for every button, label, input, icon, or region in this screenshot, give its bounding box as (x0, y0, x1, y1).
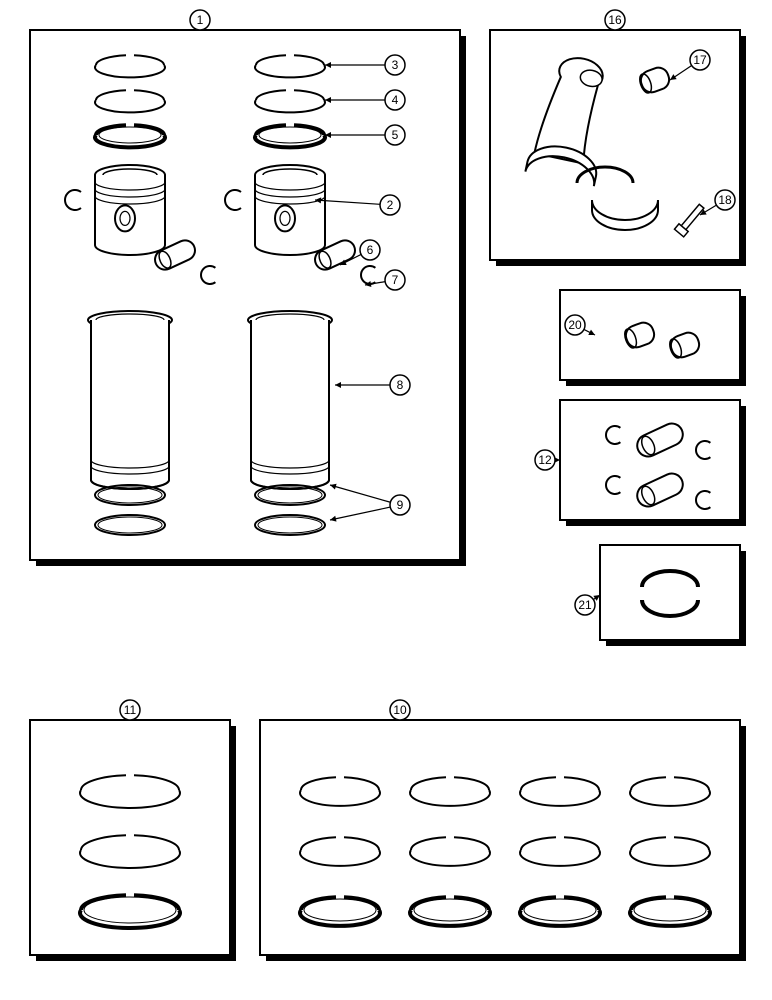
callout-label-c7: 7 (392, 273, 399, 287)
callout-label-c6: 6 (367, 243, 374, 257)
panel-single-ring-set (30, 720, 230, 955)
parts-diagram: 1234567891011121617182021 (0, 0, 772, 1000)
callout-label-c16: 16 (608, 13, 622, 27)
callout-label-c20: 20 (568, 318, 582, 332)
cylinder-sleeve-0 (88, 311, 172, 489)
piston-1 (255, 165, 325, 255)
callout-label-c5: 5 (392, 128, 399, 142)
callout-label-c18: 18 (718, 193, 732, 207)
callout-label-c1: 1 (197, 13, 204, 27)
callout-label-c2: 2 (387, 198, 394, 212)
callout-label-c21: 21 (578, 598, 592, 612)
callout-label-c3: 3 (392, 58, 399, 72)
callout-label-c9: 9 (397, 498, 404, 512)
callout-label-c8: 8 (397, 378, 404, 392)
cylinder-sleeve-1 (248, 311, 332, 489)
panel-bearing-shells (600, 545, 740, 640)
callout-label-c17: 17 (693, 53, 707, 67)
callout-label-c4: 4 (392, 93, 399, 107)
piston-0 (95, 165, 165, 255)
callout-label-c11: 11 (124, 703, 137, 717)
callout-label-c10: 10 (393, 703, 407, 717)
callout-label-c12: 12 (538, 453, 552, 467)
